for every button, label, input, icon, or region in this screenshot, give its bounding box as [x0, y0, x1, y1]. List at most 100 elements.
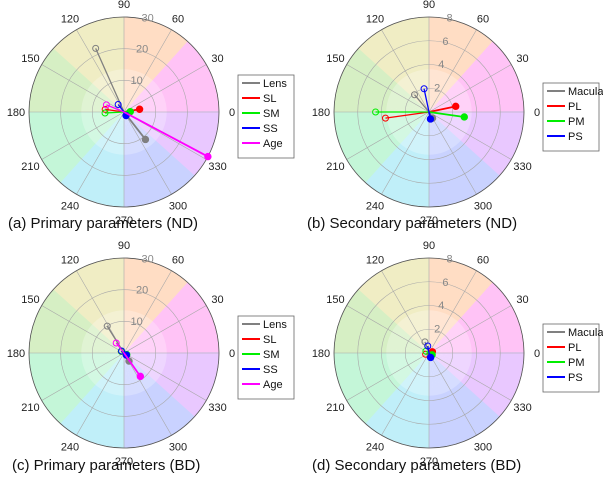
theta-tick-label: 150 — [326, 53, 344, 65]
color-wheel — [29, 17, 219, 207]
r-tick-label: 4 — [438, 59, 444, 71]
theta-tick-label: 300 — [169, 442, 187, 454]
legend-label: PL — [568, 342, 581, 354]
theta-tick-label: 60 — [477, 254, 489, 266]
data-point-open — [101, 109, 109, 117]
series-line — [123, 111, 209, 158]
data-point-open — [381, 114, 389, 122]
r-tick-label: 20 — [136, 44, 148, 56]
theta-tick-label: 210 — [326, 402, 344, 414]
theta-tick-label: 90 — [118, 240, 130, 252]
theta-tick-label: 300 — [169, 201, 187, 213]
polar-plot: 2 4 6 8 0 30 60 90 120 150 180 210 240 270 300 330 — [312, 0, 540, 227]
theta-tick-label: 270 — [115, 456, 133, 468]
data-point-filled — [204, 152, 212, 161]
r-tick-label: 4 — [438, 300, 444, 312]
theta-tick-label: 0 — [229, 348, 235, 360]
legend-label: PS — [568, 131, 583, 143]
series-age — [102, 101, 212, 161]
theta-tick-label: 90 — [423, 240, 435, 252]
theta-tick-label: 180 — [7, 348, 25, 360]
data-point-filled — [426, 115, 435, 123]
grid-spoke — [41, 305, 125, 354]
caption: (d) Secondary parameters (BD) — [312, 457, 521, 474]
grid-spoke — [123, 305, 207, 354]
theta-tick-label: 150 — [326, 294, 344, 306]
theta-tick-label: 270 — [420, 215, 438, 227]
legend-box — [237, 315, 295, 400]
data-point-open — [102, 101, 110, 109]
theta-tick-label: 120 — [366, 254, 384, 266]
data-point-filled — [460, 113, 468, 121]
outer-ring — [28, 257, 220, 449]
legend-label: Lens — [263, 319, 287, 331]
theta-tick-label: 210 — [21, 402, 39, 414]
outer-ring — [333, 257, 525, 449]
grid-spoke — [76, 29, 125, 113]
data-point-filled — [141, 135, 150, 144]
data-point-filled — [136, 372, 145, 381]
grid-spoke — [123, 270, 172, 354]
grid-ring — [357, 40, 501, 184]
data-point-filled — [135, 105, 144, 113]
series-line — [423, 88, 430, 113]
series-line — [123, 352, 142, 377]
series-ps — [420, 85, 435, 123]
theta-tick-label: 150 — [21, 53, 39, 65]
legend-label: SM — [263, 349, 280, 361]
r-tick-label: 10 — [130, 75, 142, 87]
series-ps — [424, 342, 435, 362]
data-point-filled — [452, 102, 460, 111]
theta-tick-label: 300 — [474, 442, 492, 454]
grid-ring — [404, 328, 454, 378]
data-point-open — [424, 342, 432, 350]
grid-ring — [92, 321, 156, 385]
grid-spoke — [123, 352, 172, 436]
grid-ring — [92, 80, 156, 144]
data-point-open — [103, 322, 111, 330]
theta-tick-label: 240 — [366, 201, 384, 213]
legend-label: SM — [263, 108, 280, 120]
theta-tick-label: 120 — [61, 254, 79, 266]
grid-ring — [381, 305, 477, 401]
theta-tick-label: 30 — [516, 53, 528, 65]
series-line — [385, 111, 430, 119]
grid-ring — [357, 281, 501, 425]
theta-tick-label: 90 — [118, 0, 130, 11]
legend-label: Macula — [568, 327, 603, 339]
grid-spoke — [123, 29, 172, 113]
theta-tick-label: 180 — [312, 107, 330, 119]
theta-tick-label: 180 — [7, 107, 25, 119]
grid-spoke — [123, 111, 172, 195]
legend-label: Macula — [568, 86, 603, 98]
series-line — [117, 104, 125, 113]
legend: Lens SL SM SS Age — [237, 74, 295, 159]
r-tick-label: 10 — [130, 316, 142, 328]
theta-tick-label: 330 — [513, 402, 531, 414]
grid-spoke — [76, 111, 125, 195]
theta-tick-label: 330 — [208, 161, 226, 173]
theta-tick-label: 180 — [312, 348, 330, 360]
legend-box — [542, 82, 600, 152]
theta-tick-label: 120 — [366, 13, 384, 25]
theta-tick-label: 0 — [534, 348, 540, 360]
theta-tick-label: 240 — [366, 442, 384, 454]
series-line — [428, 111, 465, 118]
r-tick-label: 2 — [434, 324, 440, 336]
series-age — [112, 339, 145, 381]
grid-spoke — [76, 352, 125, 436]
legend: Lens SL SM SS Age — [237, 315, 295, 400]
grid-spoke — [123, 64, 207, 113]
legend-label: Age — [263, 379, 283, 391]
outer-ring — [28, 16, 220, 208]
theta-tick-label: 270 — [420, 456, 438, 468]
theta-tick-label: 240 — [61, 442, 79, 454]
series-pl — [381, 102, 460, 122]
data-point-open — [92, 44, 100, 52]
polar-plot: 2 4 6 8 0 30 60 90 120 150 180 210 240 270 300 330 — [312, 240, 540, 468]
caption: (c) Primary parameters (BD) — [12, 457, 200, 474]
theta-tick-label: 270 — [115, 215, 133, 227]
